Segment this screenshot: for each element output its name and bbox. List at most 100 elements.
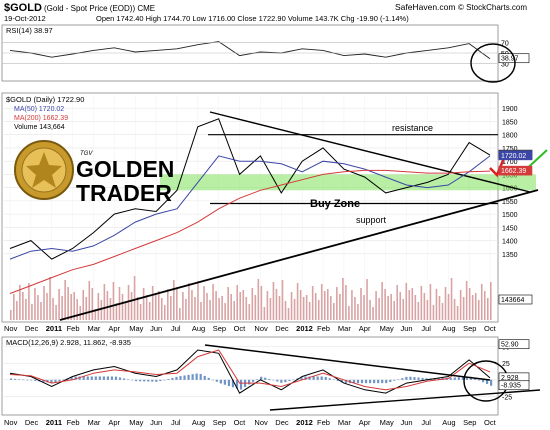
volume-bar bbox=[396, 285, 399, 320]
x-tick-label-bottom: Jun bbox=[401, 418, 413, 427]
volume-bar bbox=[456, 306, 459, 320]
rsi-tick-label: 30 bbox=[501, 61, 509, 68]
x-tick-label: Mar bbox=[87, 324, 100, 333]
volume-bar bbox=[323, 291, 326, 320]
macd-hist-bar bbox=[235, 379, 239, 389]
x-tick-label-bottom: Nov bbox=[4, 418, 18, 427]
volume-bar bbox=[197, 281, 199, 320]
x-tick-label: Jul bbox=[421, 324, 431, 333]
volume-tag-box bbox=[498, 294, 533, 305]
price-tick-label: 1850 bbox=[502, 119, 518, 126]
macd-hist-bar bbox=[131, 379, 134, 381]
macd-hist-bar bbox=[135, 379, 138, 382]
volume-bar bbox=[477, 300, 480, 320]
macd-hist-bar bbox=[340, 379, 343, 383]
volume-bar bbox=[121, 294, 124, 320]
macd-hist-bar bbox=[364, 379, 368, 384]
volume-bar bbox=[411, 288, 414, 320]
macd-hist-bar bbox=[385, 379, 388, 384]
rising-trendline bbox=[59, 189, 539, 321]
volume-bar bbox=[453, 299, 456, 320]
macd-hist-bar bbox=[151, 379, 154, 382]
volume-bar bbox=[483, 291, 486, 320]
volume-bar bbox=[191, 290, 193, 320]
volume-bar bbox=[160, 298, 163, 320]
falling-trendline bbox=[209, 111, 531, 193]
volume-bar bbox=[52, 298, 54, 320]
volume-bar bbox=[393, 301, 395, 320]
logo-line1: GOLDEN bbox=[76, 156, 174, 182]
macd-hist-bar bbox=[114, 376, 118, 380]
macd-hist-bar bbox=[397, 379, 400, 380]
volume-bar bbox=[471, 295, 474, 320]
volume-bar bbox=[245, 297, 248, 320]
macd-hist-bar bbox=[264, 377, 267, 380]
volume-bar bbox=[28, 283, 30, 320]
macd-hist-bar bbox=[336, 379, 339, 381]
macd-hist-bar bbox=[368, 379, 372, 384]
macd-hist-bar bbox=[449, 377, 452, 380]
macd-hist-bar bbox=[425, 378, 428, 380]
macd-hist-bar bbox=[54, 379, 57, 383]
rsi-legend: RSI(14) 38.97 bbox=[6, 26, 53, 35]
volume-bar bbox=[215, 291, 217, 320]
volume-bar bbox=[278, 296, 281, 320]
coin-star-icon bbox=[26, 152, 62, 188]
macd-hist-bar bbox=[268, 378, 271, 380]
macd-hist-bar bbox=[22, 379, 25, 381]
volume-bar bbox=[345, 285, 347, 320]
price-series-1 bbox=[9, 155, 491, 260]
volume-bar bbox=[348, 306, 350, 320]
volume-bar bbox=[429, 284, 432, 320]
x-tick-label: Aug bbox=[192, 324, 205, 333]
volume-bar bbox=[176, 287, 178, 320]
x-tick-label: May bbox=[129, 324, 143, 333]
volume-bar bbox=[375, 291, 377, 320]
macd-hist-bar bbox=[437, 378, 440, 380]
x-tick-label: Sep bbox=[213, 324, 226, 333]
macd-hist-bar bbox=[490, 379, 493, 386]
x-tick-label: May bbox=[380, 324, 394, 333]
volume-bar bbox=[242, 290, 245, 320]
price-tag-box bbox=[498, 150, 533, 161]
macd-hist-bar bbox=[252, 379, 255, 382]
volume-bar bbox=[124, 301, 127, 320]
volume-bar bbox=[336, 287, 338, 320]
volume-bar bbox=[100, 300, 103, 320]
volume-bar bbox=[151, 286, 154, 320]
volume-bar bbox=[281, 280, 284, 320]
x-tick-label: Sep bbox=[463, 324, 476, 333]
volume-bar bbox=[330, 296, 332, 320]
volume-bar bbox=[342, 278, 344, 320]
volume-bar bbox=[414, 295, 417, 320]
macd-hist-bar bbox=[159, 379, 162, 382]
volume-bar bbox=[369, 300, 371, 320]
x-tick-label-bottom: Sep bbox=[213, 418, 226, 427]
macd-hist-bar bbox=[465, 376, 468, 380]
volume-bar bbox=[417, 302, 420, 320]
price-tick-label: 1700 bbox=[502, 159, 518, 166]
volume-bar bbox=[173, 280, 175, 320]
volume-bar bbox=[287, 308, 290, 320]
macd-hist-bar bbox=[389, 379, 392, 383]
macd-hist-bar bbox=[239, 379, 243, 390]
macd-hist-bar bbox=[413, 377, 416, 380]
x-axis: Nov Nov Dec Dec 2011 2011 Feb Feb Mar Mar Apr Apr Ma… bbox=[4, 324, 497, 427]
macd-hist-bar bbox=[316, 376, 319, 380]
legend-volume: Volume 143,664 bbox=[14, 124, 65, 131]
volume-bar bbox=[170, 296, 172, 320]
copyright: © StockCharts.com bbox=[458, 3, 527, 12]
macd-hist-bar bbox=[203, 375, 206, 380]
macd-hist-bar bbox=[461, 376, 464, 380]
macd-hist-bar bbox=[94, 376, 97, 380]
macd-hist-bar bbox=[324, 377, 327, 380]
macd-hist-bar bbox=[70, 377, 73, 380]
x-tick-label: Aug bbox=[442, 324, 455, 333]
x-tick-label-bottom: May bbox=[129, 418, 143, 427]
macd-hist-bar bbox=[211, 379, 214, 381]
volume-bar bbox=[248, 304, 251, 320]
macd-hist-bar bbox=[10, 378, 13, 380]
volume-bar bbox=[465, 281, 468, 320]
macd-hist-bar bbox=[139, 379, 142, 382]
volume-bar bbox=[218, 298, 220, 320]
